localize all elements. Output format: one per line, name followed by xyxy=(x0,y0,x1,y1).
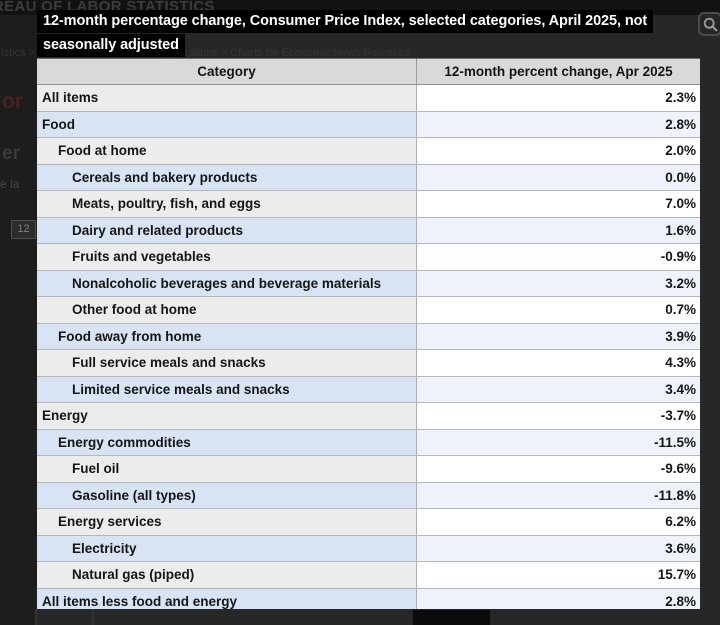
value-cell: 3.4% xyxy=(417,376,700,402)
table-row: Full service meals and snacks 4.3% xyxy=(37,350,700,377)
value-cell: -11.5% xyxy=(417,429,700,455)
value-cell: -3.7% xyxy=(417,403,700,429)
value-cell: 3.6% xyxy=(417,535,700,561)
background-text-fragment: e la xyxy=(0,177,20,191)
category-cell: Electricity xyxy=(37,535,417,561)
table-row: Food away from home 3.9% xyxy=(37,323,700,350)
table-row: Electricity 3.6% xyxy=(37,535,700,562)
category-cell: Nonalcoholic beverages and beverage mate… xyxy=(37,270,417,296)
page-title-line-1: 12-month percentage change, Consumer Pri… xyxy=(37,10,654,33)
category-cell: Natural gas (piped) xyxy=(37,562,417,588)
search-button[interactable] xyxy=(698,12,720,36)
category-cell: Fruits and vegetables xyxy=(37,244,417,270)
table-row: Gasoline (all types) -11.8% xyxy=(37,482,700,509)
value-cell: -11.8% xyxy=(417,482,700,508)
table-row: Other food at home 0.7% xyxy=(37,297,700,324)
value-cell: 2.8% xyxy=(417,111,700,137)
table-body: All items 2.3% Food 2.8% Food at home 2.0% Cer… xyxy=(37,85,700,609)
table-row: All items 2.3% xyxy=(37,85,700,112)
value-cell: 2.0% xyxy=(417,138,700,164)
category-cell: Dairy and related products xyxy=(37,217,417,243)
table-row: Meats, poultry, fish, and eggs 7.0% xyxy=(37,191,700,218)
background-divider xyxy=(35,609,37,625)
background-dark-rect xyxy=(413,610,490,625)
table-row: Limited service meals and snacks 3.4% xyxy=(37,376,700,403)
category-cell: All items less food and energy xyxy=(37,588,417,609)
table-row: Energy services 6.2% xyxy=(37,509,700,536)
table-row: Fuel oil -9.6% xyxy=(37,456,700,483)
category-cell: Food at home xyxy=(37,138,417,164)
page-title-line-2: seasonally adjusted xyxy=(37,34,185,57)
table-row: Energy -3.7% xyxy=(37,403,700,430)
value-cell: 3.2% xyxy=(417,270,700,296)
table-header-row: Category 12-month percent change, Apr 20… xyxy=(37,59,700,85)
value-cell: 7.0% xyxy=(417,191,700,217)
table-row: Energy commodities -11.5% xyxy=(37,429,700,456)
background-text-fragment: er xyxy=(2,143,20,164)
value-cell: 15.7% xyxy=(417,562,700,588)
value-cell: 1.6% xyxy=(417,217,700,243)
value-cell: 2.3% xyxy=(417,85,700,111)
value-cell: 4.3% xyxy=(417,350,700,376)
category-cell: All items xyxy=(37,85,417,111)
category-cell: Food away from home xyxy=(37,323,417,349)
category-cell: Meats, poultry, fish, and eggs xyxy=(37,191,417,217)
category-cell: Full service meals and snacks xyxy=(37,350,417,376)
table-row: Food at home 2.0% xyxy=(37,138,700,165)
table-row: Cereals and bakery products 0.0% xyxy=(37,164,700,191)
cpi-table: Category 12-month percent change, Apr 20… xyxy=(37,58,700,609)
background-button-fragment: 12 xyxy=(11,220,36,239)
table-row: Food 2.8% xyxy=(37,111,700,138)
value-cell: -0.9% xyxy=(417,244,700,270)
category-cell: Gasoline (all types) xyxy=(37,482,417,508)
category-cell: Limited service meals and snacks xyxy=(37,376,417,402)
column-header-category: Category xyxy=(37,59,417,84)
table-row: Dairy and related products 1.6% xyxy=(37,217,700,244)
table-row: Natural gas (piped) 15.7% xyxy=(37,562,700,589)
table-row: Fruits and vegetables -0.9% xyxy=(37,244,700,271)
value-cell: 2.8% xyxy=(417,588,700,609)
value-cell: -9.6% xyxy=(417,456,700,482)
category-cell: Cereals and bakery products xyxy=(37,164,417,190)
value-cell: 6.2% xyxy=(417,509,700,535)
table-row: All items less food and energy 2.8% xyxy=(37,588,700,609)
value-cell: 0.0% xyxy=(417,164,700,190)
page-title: 12-month percentage change, Consumer Pri… xyxy=(37,10,654,58)
background-text-fragment: or xyxy=(2,90,23,113)
category-cell: Fuel oil xyxy=(37,456,417,482)
category-cell: Energy services xyxy=(37,509,417,535)
search-icon xyxy=(702,16,719,33)
category-cell: Energy commodities xyxy=(37,429,417,455)
category-cell: Food xyxy=(37,111,417,137)
table-row: Nonalcoholic beverages and beverage mate… xyxy=(37,270,700,297)
value-cell: 0.7% xyxy=(417,297,700,323)
value-cell: 3.9% xyxy=(417,323,700,349)
category-cell: Other food at home xyxy=(37,297,417,323)
column-header-percent-change: 12-month percent change, Apr 2025 xyxy=(444,64,673,79)
category-cell: Energy xyxy=(37,403,417,429)
background-divider xyxy=(92,609,94,625)
background-left-strip xyxy=(0,0,37,625)
